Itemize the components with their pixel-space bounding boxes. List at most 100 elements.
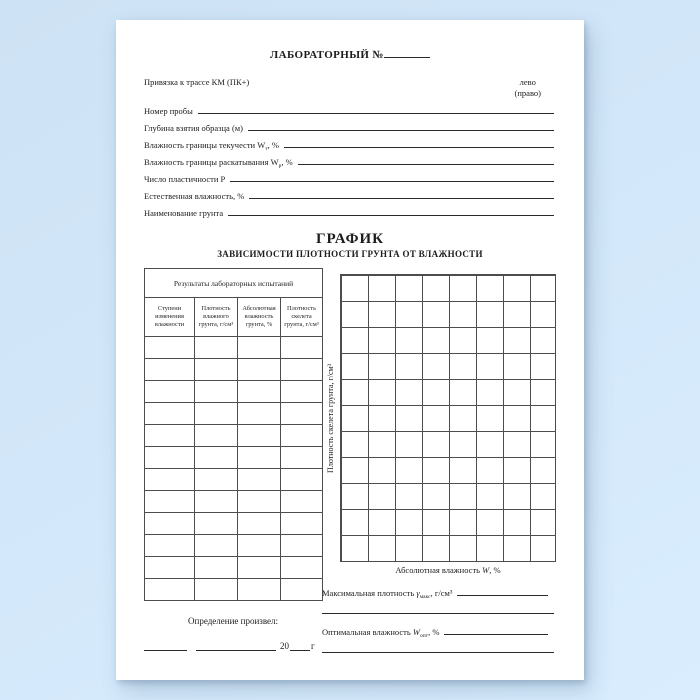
table-cell[interactable] xyxy=(144,534,195,558)
determined-by-label: Определение произвел: xyxy=(188,616,278,627)
field-soil-name: Наименование грунта xyxy=(144,208,554,225)
table-row[interactable] xyxy=(144,336,323,360)
field-blank-line[interactable] xyxy=(197,113,554,115)
optimal-moisture-extra-line[interactable] xyxy=(322,651,554,654)
table-cell[interactable] xyxy=(237,512,281,536)
table-row[interactable] xyxy=(144,534,323,558)
year-blank[interactable] xyxy=(290,640,310,652)
table-span-header: Результаты лабораторных испытаний xyxy=(144,268,323,299)
table-row[interactable] xyxy=(144,578,323,602)
max-density-field: Максимальная плотность γмакс, г/см³ xyxy=(322,588,548,600)
field-label: Число пластичности Р xyxy=(144,174,226,185)
table-column-header-row: Ступени изменения влажности Плотность вл… xyxy=(144,297,323,338)
max-density-blank[interactable] xyxy=(457,595,548,597)
lab-form-page: ЛАБОРАТОРНЫЙ № Привязка к трассе КМ (ПК+… xyxy=(116,20,584,680)
table-cell[interactable] xyxy=(280,380,323,404)
table-row[interactable] xyxy=(144,424,323,448)
table-row[interactable] xyxy=(144,512,323,536)
table-row[interactable] xyxy=(144,358,323,382)
signature-name-blank[interactable] xyxy=(196,640,276,652)
side-right-label: (право) xyxy=(514,87,541,98)
table-cell[interactable] xyxy=(144,336,195,360)
table-row[interactable] xyxy=(144,446,323,470)
table-cell[interactable] xyxy=(280,336,323,360)
table-cell[interactable] xyxy=(194,380,238,404)
table-cell[interactable] xyxy=(280,402,323,426)
table-cell[interactable] xyxy=(194,534,238,558)
optimal-moisture-label: Оптимальная влажность Wопт, % xyxy=(322,627,440,640)
table-cell[interactable] xyxy=(194,424,238,448)
table-cell[interactable] xyxy=(237,578,281,602)
year-suffix: г xyxy=(311,641,315,652)
table-cell[interactable] xyxy=(144,556,195,580)
side-left-label: лево xyxy=(519,77,536,87)
table-row[interactable] xyxy=(144,556,323,580)
table-cell[interactable] xyxy=(194,490,238,514)
table-cell[interactable] xyxy=(144,512,195,536)
table-cell[interactable] xyxy=(237,556,281,580)
table-cell[interactable] xyxy=(144,358,195,382)
field-blank-line[interactable] xyxy=(284,147,554,149)
doc-title: ЛАБОРАТОРНЫЙ № xyxy=(116,46,584,61)
table-cell[interactable] xyxy=(280,490,323,514)
table-cell[interactable] xyxy=(237,402,281,426)
table-cell[interactable] xyxy=(280,446,323,470)
table-span-header-row: Результаты лабораторных испытаний xyxy=(144,268,323,299)
field-blank-line[interactable] xyxy=(297,164,554,166)
field-natural-moisture: Естественная влажность, % xyxy=(144,191,554,208)
table-cell[interactable] xyxy=(237,468,281,492)
graph-column: Плотность скелета грунта, г/см³ Абсолютн… xyxy=(322,268,556,654)
table-cell[interactable] xyxy=(194,402,238,426)
form-fields: Номер пробы Глубина взятия образца (м) В… xyxy=(144,106,554,225)
table-cell[interactable] xyxy=(237,490,281,514)
table-cell[interactable] xyxy=(237,380,281,404)
table-cell[interactable] xyxy=(280,512,323,536)
field-label: Естественная влажность, % xyxy=(144,191,245,202)
table-cell[interactable] xyxy=(144,578,195,602)
field-sampling-depth: Глубина взятия образца (м) xyxy=(144,123,554,140)
field-blank-line[interactable] xyxy=(228,215,554,217)
table-cell[interactable] xyxy=(280,468,323,492)
max-density-extra-line[interactable] xyxy=(322,612,554,615)
table-row[interactable] xyxy=(144,468,323,492)
table-cell[interactable] xyxy=(237,446,281,470)
optimal-moisture-blank[interactable] xyxy=(444,634,548,636)
field-blank-line[interactable] xyxy=(249,198,554,200)
table-cell[interactable] xyxy=(144,490,195,514)
table-cell[interactable] xyxy=(237,336,281,360)
table-cell[interactable] xyxy=(194,512,238,536)
table-cell[interactable] xyxy=(280,534,323,558)
column-header-skeleton-density: Плотность скелета грунта, г/см³ xyxy=(280,297,323,338)
table-cell[interactable] xyxy=(194,578,238,602)
table-row[interactable] xyxy=(144,490,323,514)
table-cell[interactable] xyxy=(194,358,238,382)
table-cell[interactable] xyxy=(144,424,195,448)
table-cell[interactable] xyxy=(280,556,323,580)
table-cell[interactable] xyxy=(194,468,238,492)
optimal-moisture-field: Оптимальная влажность Wопт, % xyxy=(322,627,548,639)
table-cell[interactable] xyxy=(194,446,238,470)
table-cell[interactable] xyxy=(144,468,195,492)
table-row[interactable] xyxy=(144,380,323,404)
table-cell[interactable] xyxy=(237,424,281,448)
table-cell[interactable] xyxy=(237,534,281,558)
field-blank-line[interactable] xyxy=(230,181,554,183)
table-cell[interactable] xyxy=(194,336,238,360)
lab-number-blank[interactable] xyxy=(383,46,430,58)
graph-area: Плотность скелета грунта, г/см³ xyxy=(322,274,556,563)
table-cell[interactable] xyxy=(280,578,323,602)
table-cell[interactable] xyxy=(237,358,281,382)
graph-grid[interactable] xyxy=(339,274,556,563)
table-cell[interactable] xyxy=(144,402,195,426)
signature-blank[interactable] xyxy=(144,640,187,652)
field-label: Наименование грунта xyxy=(144,208,224,219)
table-cell[interactable] xyxy=(280,358,323,382)
binding-row: Привязка к трассе КМ (ПК+) лево (право) xyxy=(144,77,541,98)
field-blank-line[interactable] xyxy=(248,130,554,132)
table-cell[interactable] xyxy=(280,424,323,448)
side-orientation-label: лево (право) xyxy=(515,77,541,98)
table-row[interactable] xyxy=(144,402,323,426)
table-cell[interactable] xyxy=(194,556,238,580)
table-cell[interactable] xyxy=(144,446,195,470)
table-cell[interactable] xyxy=(144,380,195,404)
